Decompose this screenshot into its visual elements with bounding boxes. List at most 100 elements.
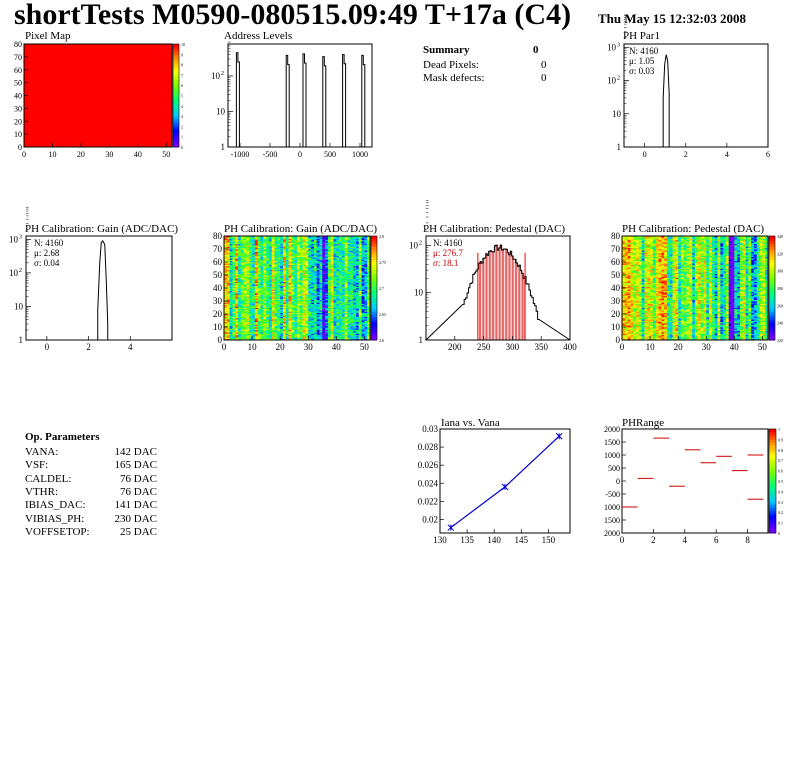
heatmap-cell xyxy=(350,286,354,289)
heatmap-cell xyxy=(361,314,365,316)
heatmap-cell xyxy=(638,332,642,334)
y-tick-label: 10 xyxy=(409,240,419,250)
heatmap-cell xyxy=(739,332,744,334)
heatmap-cell xyxy=(339,330,343,333)
heatmap-cell xyxy=(341,330,346,333)
heatmap-cell xyxy=(243,295,247,298)
heatmap-cell xyxy=(697,328,701,330)
heatmap-cell xyxy=(232,317,236,320)
heatmap-cell xyxy=(260,282,264,285)
heatmap-cell xyxy=(330,280,334,282)
heatmap-cell xyxy=(330,303,334,306)
heatmap-cell xyxy=(302,324,306,326)
y-tick-label: 10 xyxy=(211,71,221,81)
heatmap-cell xyxy=(358,290,362,293)
heatmap-cell xyxy=(246,264,250,267)
heatmap-cell xyxy=(361,245,365,247)
heatmap-cell xyxy=(322,263,326,265)
heatmap-cell xyxy=(339,302,343,304)
heatmap-cell xyxy=(358,320,362,323)
heatmap-cell xyxy=(252,282,256,285)
heatmap-cell xyxy=(252,312,256,315)
heatmap-cell xyxy=(274,295,278,298)
palette-swatch xyxy=(173,108,179,112)
heatmap-cell xyxy=(664,330,668,333)
heatmap-cell xyxy=(344,314,348,316)
heatmap-cell xyxy=(229,312,233,315)
heatmap-cell xyxy=(288,301,292,303)
heatmap-cell xyxy=(325,308,329,311)
heatmap-cell xyxy=(322,276,326,278)
heatmap-cell xyxy=(291,259,295,261)
heatmap-cell xyxy=(367,260,371,263)
heatmap-cell xyxy=(277,250,281,252)
heatmap-cell xyxy=(229,304,233,307)
heatmap-cell xyxy=(249,304,253,307)
heatmap-cell xyxy=(330,306,334,308)
heatmap-cell xyxy=(252,319,256,321)
heatmap-cell xyxy=(274,269,278,272)
heatmap-cell xyxy=(274,271,278,273)
heatmap-cell xyxy=(330,256,334,259)
heatmap-cell xyxy=(235,291,239,294)
heatmap-cell xyxy=(339,273,343,276)
heatmap-cell xyxy=(297,241,301,243)
heatmap-cell xyxy=(266,308,270,311)
heatmap-cell xyxy=(271,332,275,334)
heatmap-cell xyxy=(294,278,298,281)
heatmap-cell xyxy=(243,303,247,306)
heatmap-cell xyxy=(336,303,340,306)
heatmap-cell xyxy=(302,314,306,316)
heatmap-cell xyxy=(364,333,368,336)
heatmap-cell xyxy=(226,260,230,263)
heatmap-cell xyxy=(249,328,253,330)
heatmap-cell xyxy=(330,269,334,272)
y-tick-label: 20 xyxy=(213,309,223,319)
heatmap-cell xyxy=(367,250,371,252)
heatmap-cell xyxy=(257,276,261,278)
heatmap-cell xyxy=(689,332,693,334)
heatmap-cell xyxy=(355,271,360,273)
heatmap-cell xyxy=(737,337,741,339)
heatmap-cell xyxy=(350,236,354,238)
heatmap-cell xyxy=(229,284,233,286)
heatmap-cell xyxy=(339,246,343,248)
heatmap-cell xyxy=(297,252,301,255)
heatmap-cell xyxy=(319,329,323,332)
heatmap-cell xyxy=(263,260,267,263)
heatmap-cell xyxy=(226,249,230,251)
heatmap-cell xyxy=(344,272,348,274)
heatmap-cell xyxy=(700,336,704,338)
heatmap-cell xyxy=(344,307,348,310)
heatmap-cell xyxy=(288,267,292,269)
heatmap-cell xyxy=(257,330,261,333)
heatmap-cell xyxy=(226,312,230,315)
heatmap-cell xyxy=(658,328,662,330)
heatmap-cell xyxy=(361,307,365,310)
heatmap-cell xyxy=(249,324,253,326)
heatmap-cell xyxy=(235,314,239,316)
heatmap-cell xyxy=(229,303,233,306)
heatmap-cell xyxy=(765,329,769,332)
heatmap-cell xyxy=(297,291,301,294)
heatmap-cell xyxy=(313,323,317,325)
heatmap-cell xyxy=(341,295,346,298)
address-levels-title: Address Levels xyxy=(224,30,293,42)
heatmap-cell xyxy=(232,273,236,276)
heatmap-cell xyxy=(302,276,306,278)
heatmap-cell xyxy=(627,329,631,332)
heatmap-cell xyxy=(299,308,303,311)
heatmap-cell xyxy=(274,306,278,308)
heatmap-cell xyxy=(339,298,343,300)
heatmap-cell xyxy=(224,323,228,325)
heatmap-cell xyxy=(339,310,343,312)
heatmap-cell xyxy=(316,242,320,245)
heatmap-cell xyxy=(341,304,346,307)
heatmap-cell xyxy=(235,327,239,329)
heatmap-cell xyxy=(291,249,295,251)
y-tick-label: 70 xyxy=(14,53,22,62)
heatmap-cell xyxy=(229,291,233,294)
heatmap-cell xyxy=(364,271,368,273)
heatmap-cell xyxy=(753,334,758,337)
heatmap-cell xyxy=(268,281,273,284)
